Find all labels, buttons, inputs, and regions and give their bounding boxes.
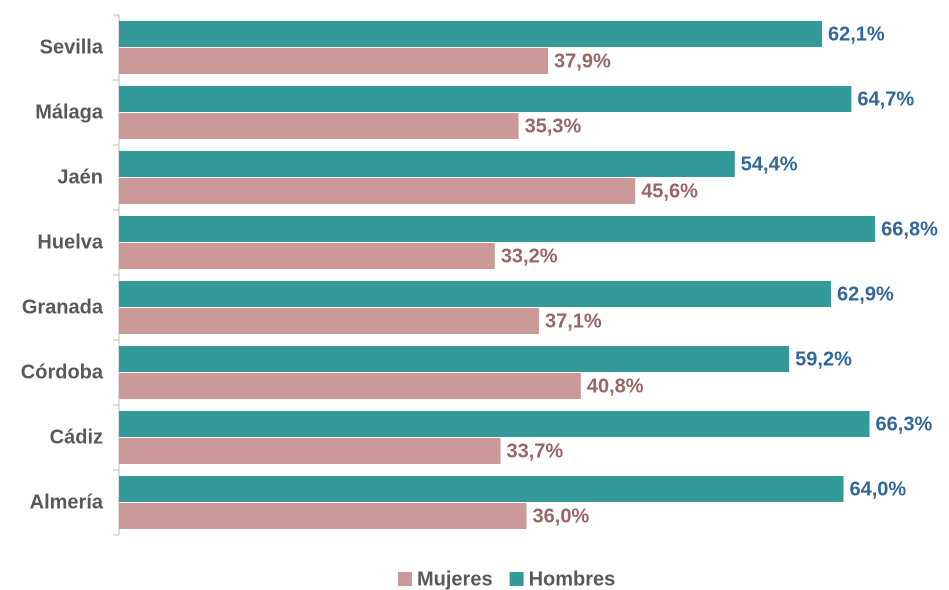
legend-label: Mujeres bbox=[417, 568, 493, 590]
bar bbox=[119, 438, 501, 464]
legend-label: Hombres bbox=[529, 568, 616, 590]
value-label: 37,1% bbox=[545, 310, 602, 332]
bar bbox=[119, 113, 519, 139]
bar bbox=[119, 281, 832, 307]
value-label: 66,8% bbox=[881, 218, 938, 240]
value-label: 33,2% bbox=[501, 245, 558, 267]
value-label: 64,0% bbox=[849, 478, 906, 500]
category-label: Córdoba bbox=[21, 361, 104, 383]
category-label: Granada bbox=[22, 296, 104, 318]
value-label: 35,3% bbox=[525, 115, 582, 137]
value-label: 54,4% bbox=[741, 153, 798, 175]
bar bbox=[119, 178, 636, 204]
bar bbox=[119, 346, 790, 372]
bar bbox=[119, 243, 495, 269]
value-label: 64,7% bbox=[857, 88, 914, 110]
category-label: Almería bbox=[30, 491, 104, 513]
bar bbox=[119, 476, 844, 502]
bar bbox=[119, 503, 527, 529]
legend-swatch bbox=[398, 572, 412, 586]
value-label: 62,1% bbox=[828, 23, 885, 45]
bar bbox=[119, 373, 581, 399]
bar bbox=[119, 21, 822, 47]
category-label: Málaga bbox=[35, 101, 104, 123]
value-label: 36,0% bbox=[533, 505, 590, 527]
category-label: Sevilla bbox=[40, 36, 104, 58]
bar bbox=[119, 48, 549, 74]
value-label: 33,7% bbox=[506, 440, 563, 462]
bar bbox=[119, 216, 876, 242]
value-label: 37,9% bbox=[554, 50, 611, 72]
value-label: 62,9% bbox=[837, 283, 894, 305]
category-label: Cádiz bbox=[50, 426, 103, 448]
value-label: 40,8% bbox=[587, 375, 644, 397]
bar bbox=[119, 411, 870, 437]
category-label: Jaén bbox=[57, 166, 103, 188]
category-label: Huelva bbox=[37, 231, 103, 253]
value-label: 59,2% bbox=[795, 348, 852, 370]
bar bbox=[119, 151, 735, 177]
legend-swatch bbox=[509, 572, 524, 586]
value-label: 66,3% bbox=[876, 413, 933, 435]
bar bbox=[119, 86, 852, 112]
bar bbox=[119, 308, 539, 334]
value-label: 45,6% bbox=[641, 180, 698, 202]
